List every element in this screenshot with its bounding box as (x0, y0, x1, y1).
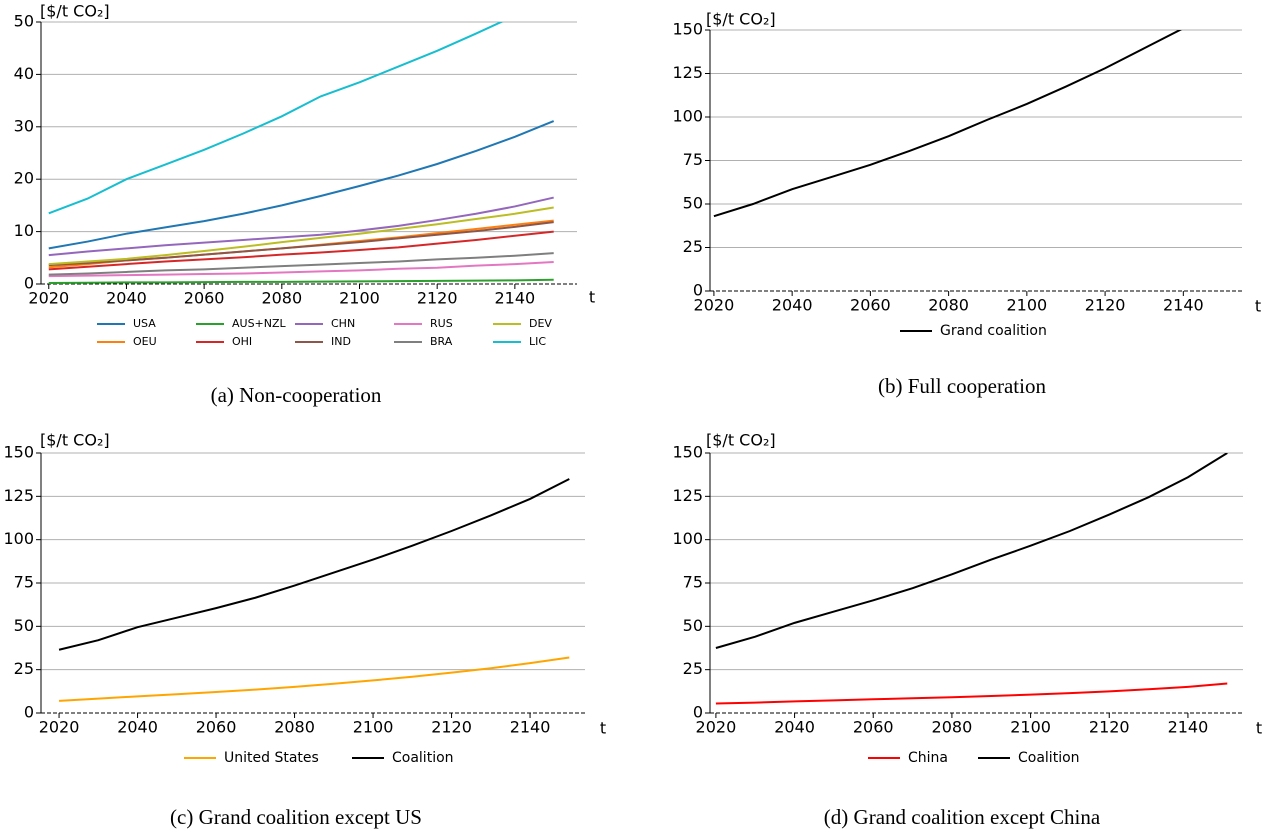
x-tick-label: 2140 (494, 289, 535, 308)
y-tick-label: 0 (693, 703, 703, 722)
legend-label: LIC (529, 335, 546, 348)
y-tick-label: 30 (14, 116, 34, 135)
caption: (d) Grand coalition except China (824, 805, 1101, 829)
x-axis-label: t (1256, 719, 1262, 738)
y-tick-label: 25 (14, 659, 34, 678)
legend-label: Coalition (1018, 750, 1080, 766)
x-tick-label: 2060 (196, 718, 237, 737)
y-tick-label: 150 (3, 443, 34, 462)
series-line (48, 252, 554, 276)
x-tick-label: 2060 (853, 718, 894, 737)
x-tick-label: 2020 (696, 718, 737, 737)
y-tick-label: 75 (683, 573, 703, 592)
y-tick-label: 125 (672, 63, 703, 82)
legend-label: China (908, 750, 948, 766)
x-tick-label: 2100 (1006, 296, 1047, 315)
legend-label: AUS+NZL (232, 317, 287, 330)
series-line (48, 230, 554, 271)
x-tick-label: 2040 (117, 718, 158, 737)
legend-label: USA (133, 317, 156, 330)
x-axis-label: t (589, 288, 595, 307)
x-tick-label: 2080 (274, 718, 315, 737)
y-tick-label: 100 (672, 529, 703, 548)
x-tick-label: 2020 (39, 718, 80, 737)
y-tick-label: 150 (672, 20, 703, 39)
x-tick-label: 2100 (1010, 718, 1051, 737)
x-tick-label: 2140 (1168, 718, 1209, 737)
y-tick-label: 20 (14, 169, 34, 188)
y-tick-label: 25 (683, 237, 703, 256)
x-tick-label: 2100 (353, 718, 394, 737)
x-tick-label: 2080 (928, 296, 969, 315)
legend-label: OHI (232, 335, 252, 348)
x-axis-label: t (600, 719, 606, 738)
legend-label: RUS (430, 317, 453, 330)
series-line (715, 682, 1228, 705)
y-tick-label: 50 (683, 194, 703, 213)
y-tick-label: 0 (24, 274, 34, 293)
caption: (c) Grand coalition except US (170, 805, 422, 829)
y-tick-label: 100 (672, 107, 703, 126)
x-tick-label: 2140 (1163, 296, 1204, 315)
series-line (713, 30, 1183, 218)
series-line (715, 453, 1228, 649)
legend-label: DEV (529, 317, 552, 330)
y-tick-label: 0 (24, 703, 34, 722)
x-tick-label: 2120 (417, 289, 458, 308)
series-line (48, 22, 504, 215)
x-tick-label: 2040 (774, 718, 815, 737)
y-axis-label: [$/t CO₂] (706, 10, 776, 29)
legend-label: Coalition (392, 750, 454, 766)
y-tick-label: 25 (683, 659, 703, 678)
legend-label: United States (224, 750, 319, 766)
x-tick-label: 2120 (1089, 718, 1130, 737)
caption: (a) Non-cooperation (211, 383, 382, 407)
x-tick-label: 2020 (694, 296, 735, 315)
x-tick-label: 2080 (932, 718, 973, 737)
series-line (48, 278, 554, 284)
legend-label: CHN (331, 317, 355, 330)
y-tick-label: 150 (672, 443, 703, 462)
series-line (58, 656, 570, 702)
y-tick-label: 0 (693, 281, 703, 300)
y-tick-label: 75 (683, 150, 703, 169)
y-tick-label: 100 (3, 529, 34, 548)
y-tick-label: 50 (14, 12, 34, 31)
series-line (48, 120, 555, 250)
x-tick-label: 2060 (184, 289, 225, 308)
y-tick-label: 50 (14, 616, 34, 635)
legend-label: OEU (133, 335, 157, 348)
series-line (58, 478, 570, 651)
legend-label: IND (331, 335, 351, 348)
series-line (48, 221, 554, 267)
series-line (48, 196, 554, 257)
x-tick-label: 2120 (1085, 296, 1126, 315)
y-tick-label: 50 (683, 616, 703, 635)
y-axis-label: [$/t CO₂] (706, 431, 776, 450)
y-axis-label: [$/t CO₂] (40, 431, 110, 450)
y-tick-label: 10 (14, 221, 34, 240)
caption: (b) Full cooperation (878, 374, 1046, 398)
x-tick-label: 2140 (510, 718, 551, 737)
y-tick-label: 40 (14, 64, 34, 83)
series-line (48, 260, 554, 278)
x-tick-label: 2020 (28, 289, 69, 308)
legend-label: Grand coalition (940, 323, 1047, 339)
y-tick-label: 75 (14, 573, 34, 592)
legend-label: BRA (430, 335, 453, 348)
y-tick-label: 125 (3, 486, 34, 505)
series-line (48, 206, 554, 266)
x-tick-label: 2080 (261, 289, 302, 308)
y-tick-label: 125 (672, 486, 703, 505)
y-axis-label: [$/t CO₂] (40, 2, 110, 21)
x-tick-label: 2100 (339, 289, 380, 308)
x-tick-label: 2060 (850, 296, 891, 315)
x-tick-label: 2040 (106, 289, 147, 308)
x-tick-label: 2040 (772, 296, 813, 315)
x-axis-label: t (1255, 297, 1261, 316)
x-tick-label: 2120 (431, 718, 472, 737)
